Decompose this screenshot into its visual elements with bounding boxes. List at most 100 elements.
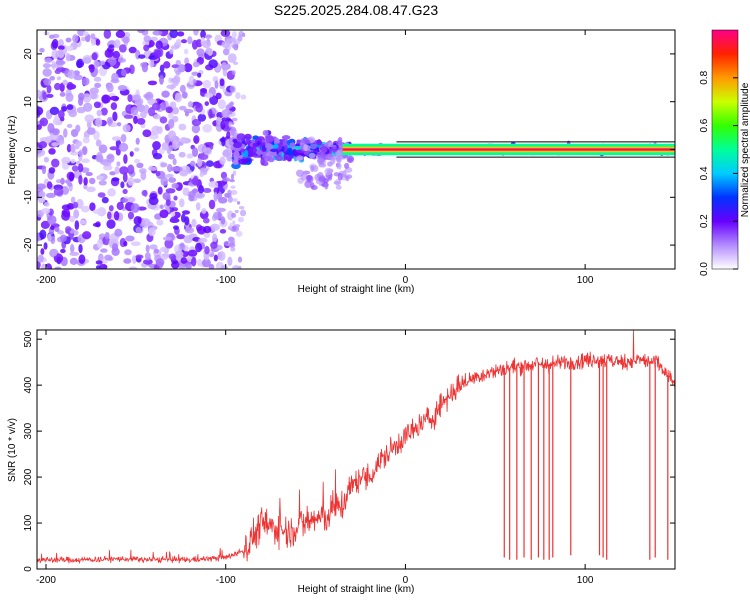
spectral-blob: [231, 212, 237, 218]
spectral-blob: [214, 80, 219, 89]
spectral-blob: [232, 198, 238, 202]
spectral-blob: [37, 254, 44, 263]
spectral-blob: [227, 210, 234, 221]
spectral-blob: [136, 162, 144, 169]
spectral-blob: [56, 76, 62, 81]
spectral-blob: [123, 154, 128, 164]
spectral-blob: [160, 162, 168, 168]
spectral-blob: [78, 149, 84, 157]
spectral-blob: [172, 139, 179, 150]
spectral-blob: [191, 178, 199, 185]
x-tick-label: -100: [216, 275, 236, 286]
spectral-blob: [107, 188, 116, 197]
spectral-blob: [335, 139, 343, 146]
spectral-blob: [158, 148, 165, 155]
spectral-blob: [161, 141, 171, 151]
spectral-blob: [84, 114, 95, 123]
spectrogram-content: [37, 30, 675, 269]
spectral-blob: [97, 175, 104, 180]
spectral-blob: [221, 61, 228, 71]
spectral-blob: [135, 254, 144, 259]
spectral-blob: [73, 70, 80, 76]
y-tick-label: 10: [23, 96, 34, 108]
spectral-blob: [156, 219, 164, 226]
spectral-blob: [178, 123, 187, 131]
y-tick-label: 0: [23, 566, 34, 572]
spectral-blob: [239, 209, 247, 217]
spectral-blob: [178, 198, 185, 208]
spectral-blob: [172, 76, 179, 87]
spectral-blob: [260, 142, 266, 147]
spectral-blob: [235, 38, 240, 46]
spectral-blob: [306, 175, 314, 183]
spectral-blob: [163, 61, 171, 69]
spectral-blob: [117, 57, 127, 63]
spectral-blob: [72, 34, 79, 43]
spectral-blob: [227, 189, 232, 195]
spectral-blob: [227, 102, 233, 109]
spectral-blob: [235, 92, 241, 100]
spectral-blob: [133, 178, 142, 184]
spectral-blob: [181, 91, 188, 99]
spectral-blob: [191, 124, 201, 134]
spectral-blob: [106, 83, 114, 93]
spectral-blob: [232, 160, 239, 165]
spectral-blob: [131, 255, 137, 264]
spectral-blob: [184, 227, 195, 234]
spectral-blob: [220, 264, 228, 269]
spectral-blob: [62, 79, 68, 86]
snr-content: [37, 330, 675, 565]
spectral-blob: [124, 249, 132, 256]
spectral-blob: [212, 233, 218, 243]
spectral-blob: [198, 237, 208, 243]
spectral-blob: [155, 258, 165, 267]
spectral-blob: [71, 165, 79, 172]
spectral-blob: [57, 49, 65, 59]
spectral-blob: [200, 30, 206, 39]
spectral-blob: [47, 122, 55, 133]
y-tick-label: 300: [23, 422, 34, 439]
spectral-blob: [137, 30, 146, 34]
spectral-blob: [130, 241, 141, 247]
spectral-blob: [119, 44, 127, 53]
spectral-blob: [179, 137, 188, 144]
spectral-blob: [54, 114, 59, 122]
spectral-blob: [161, 90, 170, 98]
spectral-blob: [165, 199, 171, 207]
spectral-blob: [197, 184, 205, 194]
spectral-blob: [39, 137, 50, 142]
spectral-blob: [122, 172, 128, 183]
spectral-blob: [86, 127, 96, 135]
spectral-blob: [112, 111, 118, 122]
spectral-blob: [53, 187, 64, 196]
spectral-blob: [208, 109, 213, 119]
x-tick-label: -200: [36, 275, 56, 286]
spectral-blob: [43, 78, 52, 86]
spectral-blob: [165, 106, 173, 114]
spectral-blob: [109, 171, 116, 176]
spectral-blob: [60, 248, 66, 254]
spectral-blob: [210, 241, 218, 249]
spectral-blob: [160, 101, 167, 111]
spectral-blob: [135, 137, 140, 145]
spectral-blob: [128, 266, 138, 269]
spectral-blob: [123, 258, 132, 264]
spectral-blob: [317, 157, 325, 164]
spectral-blob: [122, 124, 131, 133]
spectral-blob: [60, 177, 65, 185]
spectral-blob: [167, 153, 175, 160]
spectral-blob: [191, 256, 197, 267]
spectral-blob: [195, 242, 203, 253]
spectral-blob: [82, 231, 92, 240]
spectral-blob: [61, 106, 68, 112]
spectral-blob: [72, 201, 79, 209]
spectral-blob: [55, 179, 62, 184]
x-tick-label: 0: [403, 275, 409, 286]
spectral-blob: [51, 142, 59, 147]
spectral-blob: [227, 256, 233, 267]
spectral-blob: [184, 111, 189, 117]
spectral-blob: [111, 72, 119, 83]
spectral-blob: [106, 219, 116, 229]
spectral-blob: [213, 191, 218, 202]
spectral-blob: [57, 109, 65, 119]
